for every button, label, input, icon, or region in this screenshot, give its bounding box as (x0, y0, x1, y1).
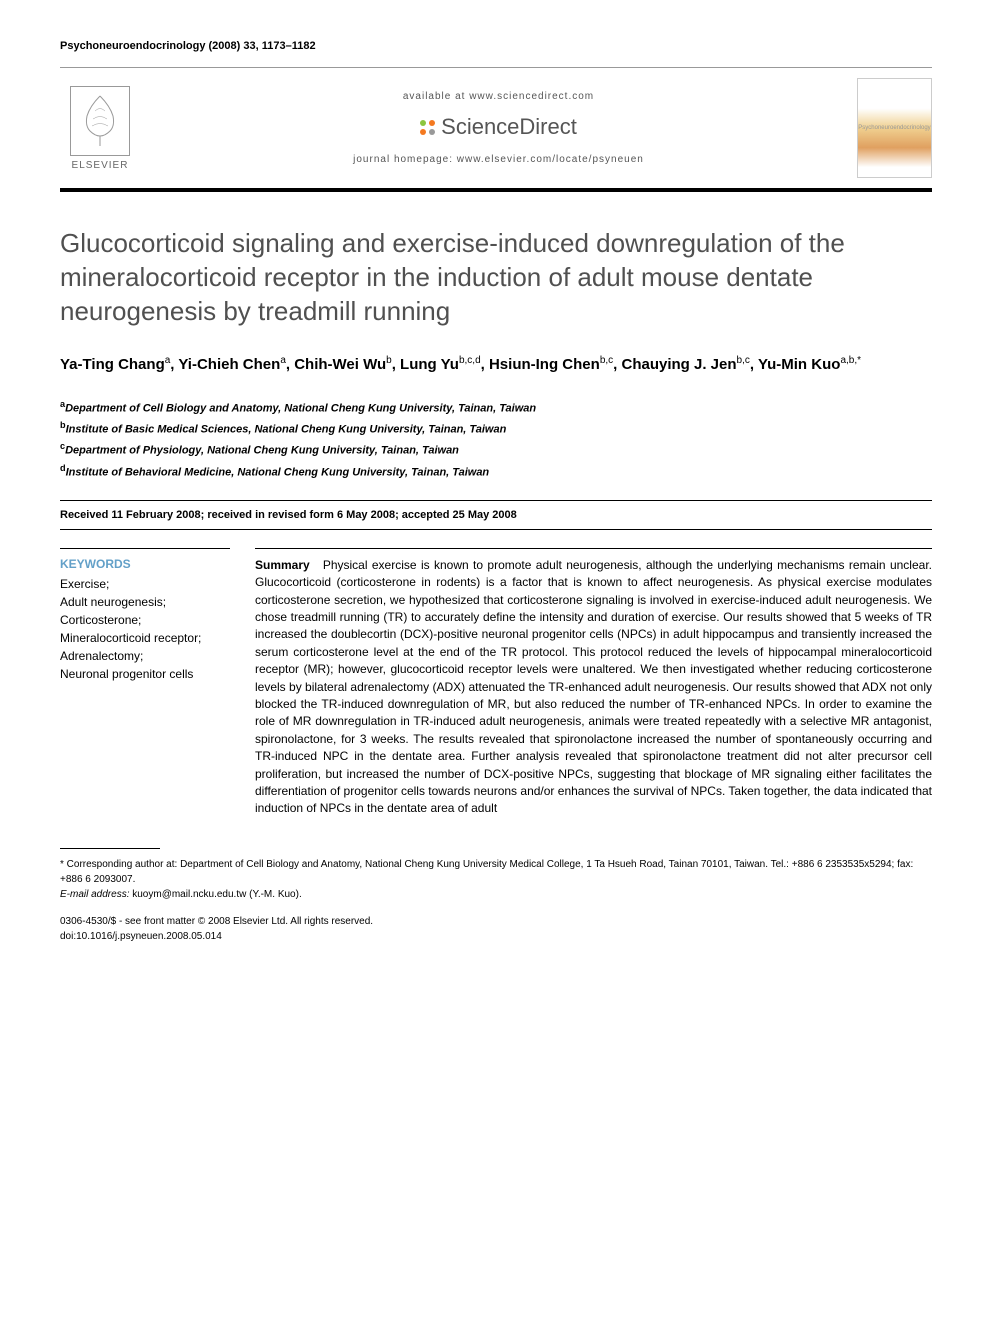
masthead: ELSEVIER available at www.sciencedirect.… (60, 67, 932, 192)
author-name: , Yu-Min Kuo (750, 356, 841, 373)
affiliation-text: Institute of Behavioral Medicine, Nation… (66, 466, 490, 478)
author-name: , Lung Yu (392, 356, 459, 373)
journal-homepage-text: journal homepage: www.elsevier.com/locat… (140, 154, 857, 165)
sciencedirect-icon (420, 120, 435, 135)
affiliation-text: Institute of Basic Medical Sciences, Nat… (66, 424, 507, 436)
summary-box: Summary Physical exercise is known to pr… (255, 548, 932, 818)
authors-list: Ya-Ting Changa, Yi-Chieh Chena, Chih-Wei… (60, 353, 932, 377)
corresponding-author: * Corresponding author at: Department of… (60, 857, 932, 902)
affiliation-text: Department of Cell Biology and Anatomy, … (65, 403, 536, 415)
available-at-text: available at www.sciencedirect.com (140, 91, 857, 102)
author-affil-sup: b,c (600, 355, 613, 366)
author-name: , Chih-Wei Wu (286, 356, 386, 373)
affiliation-b: bInstitute of Basic Medical Sciences, Na… (60, 418, 932, 439)
affiliation-d: dInstitute of Behavioral Medicine, Natio… (60, 461, 932, 482)
author-name: , Yi-Chieh Chen (170, 356, 280, 373)
affiliation-c: cDepartment of Physiology, National Chen… (60, 439, 932, 460)
summary-label: Summary (255, 558, 310, 572)
keywords-list: Exercise; Adult neurogenesis; Corticoste… (60, 575, 230, 683)
corresponding-text: * Corresponding author at: Department of… (60, 857, 932, 887)
author-affil-sup: b,c,d (459, 355, 481, 366)
article-title: Glucocorticoid signaling and exercise-in… (60, 227, 932, 328)
author-name: , Hsiun-Ing Chen (481, 356, 600, 373)
footer-separator (60, 848, 160, 849)
copyright-block: 0306-4530/$ - see front matter © 2008 El… (60, 914, 932, 944)
article-page: Psychoneuroendocrinology (2008) 33, 1173… (0, 0, 992, 984)
article-dates: Received 11 February 2008; received in r… (60, 500, 932, 530)
author-affil-sup: b,c (737, 355, 750, 366)
keywords-box: KEYWORDS Exercise; Adult neurogenesis; C… (60, 548, 230, 818)
email-address: kuoym@mail.ncku.edu.tw (Y.-M. Kuo). (132, 889, 301, 900)
sciencedirect-text: ScienceDirect (441, 114, 577, 140)
affiliation-text: Department of Physiology, National Cheng… (65, 445, 459, 457)
affiliations: aDepartment of Cell Biology and Anatomy,… (60, 397, 932, 482)
journal-cover-thumbnail: Psychoneuroendocrinology (857, 78, 932, 178)
email-line: E-mail address: kuoym@mail.ncku.edu.tw (… (60, 887, 932, 902)
author-name: Ya-Ting Chang (60, 356, 165, 373)
sciencedirect-logo: ScienceDirect (140, 114, 857, 140)
elsevier-tree-icon (70, 86, 130, 156)
copyright-line: 0306-4530/$ - see front matter © 2008 El… (60, 914, 932, 929)
elsevier-logo: ELSEVIER (60, 86, 140, 171)
masthead-center: available at www.sciencedirect.com Scien… (140, 91, 857, 165)
keywords-label: KEYWORDS (60, 557, 230, 571)
journal-citation: Psychoneuroendocrinology (2008) 33, 1173… (60, 40, 932, 52)
affiliation-a: aDepartment of Cell Biology and Anatomy,… (60, 397, 932, 418)
author-affil-sup: a,b,* (840, 355, 861, 366)
summary-text: Physical exercise is known to promote ad… (255, 558, 932, 815)
doi-line: doi:10.1016/j.psyneuen.2008.05.014 (60, 929, 932, 944)
author-name: , Chauying J. Jen (613, 356, 736, 373)
content-row: KEYWORDS Exercise; Adult neurogenesis; C… (60, 548, 932, 818)
journal-cover-title: Psychoneuroendocrinology (858, 125, 930, 131)
elsevier-text: ELSEVIER (72, 160, 129, 171)
email-label: E-mail address: (60, 889, 129, 900)
